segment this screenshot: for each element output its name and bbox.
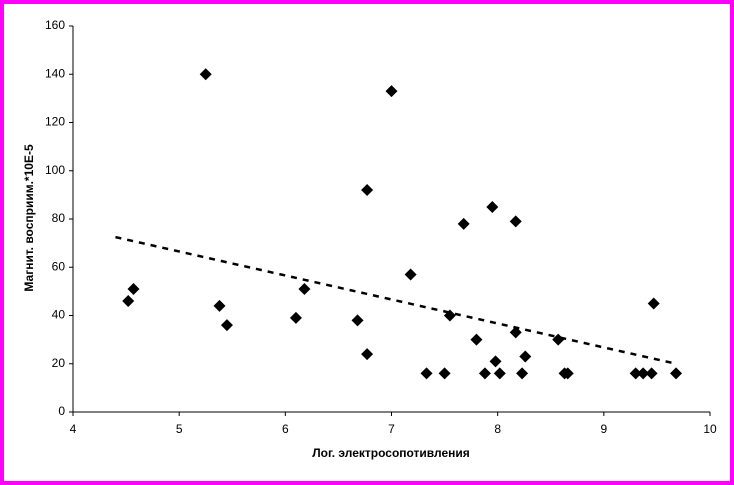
point <box>457 217 470 230</box>
point <box>351 314 364 327</box>
point <box>561 367 574 380</box>
x-tick-label: 9 <box>600 422 607 436</box>
point <box>213 299 226 312</box>
point <box>470 333 483 346</box>
x-tick-label: 10 <box>703 422 717 436</box>
point <box>127 282 140 295</box>
y-tick-label: 40 <box>52 308 66 322</box>
chart: Лог. электросопотивления Магнит. восприи… <box>22 18 717 460</box>
y-tick-label: 80 <box>52 211 66 225</box>
point <box>486 200 499 213</box>
point <box>385 85 398 98</box>
point <box>519 350 532 363</box>
point <box>404 268 417 281</box>
point <box>516 367 529 380</box>
x-tick-label: 4 <box>70 422 77 436</box>
y-tick-label: 0 <box>58 404 65 418</box>
point <box>509 326 522 339</box>
point <box>298 282 311 295</box>
point <box>647 297 660 310</box>
y-tick-label: 140 <box>45 66 65 80</box>
y-tick-label: 160 <box>45 18 65 32</box>
x-tick-label: 5 <box>176 422 183 436</box>
y-tick-label: 20 <box>52 356 66 370</box>
point <box>670 367 683 380</box>
y-tick-label: 120 <box>45 115 65 129</box>
x-tick-label: 8 <box>494 422 501 436</box>
y-tick-label: 100 <box>45 163 65 177</box>
point <box>443 309 456 322</box>
point <box>552 333 565 346</box>
point <box>489 355 502 368</box>
trendline <box>115 235 677 365</box>
point <box>629 367 642 380</box>
point <box>478 367 491 380</box>
point <box>509 215 522 228</box>
point <box>645 367 658 380</box>
point <box>361 184 374 197</box>
point <box>438 367 451 380</box>
point <box>361 348 374 361</box>
x-tick-label: 6 <box>282 422 289 436</box>
point <box>420 367 433 380</box>
x-axis-label: Лог. электросопотивления <box>312 446 470 460</box>
point <box>199 68 212 81</box>
point <box>122 295 135 308</box>
point <box>637 367 650 380</box>
y-tick-label: 60 <box>52 259 66 273</box>
point <box>220 319 233 332</box>
x-tick-label: 7 <box>388 422 395 436</box>
point <box>493 367 506 380</box>
point <box>289 311 302 324</box>
y-axis-label: Магнит. восприим.*10E-5 <box>22 144 36 292</box>
